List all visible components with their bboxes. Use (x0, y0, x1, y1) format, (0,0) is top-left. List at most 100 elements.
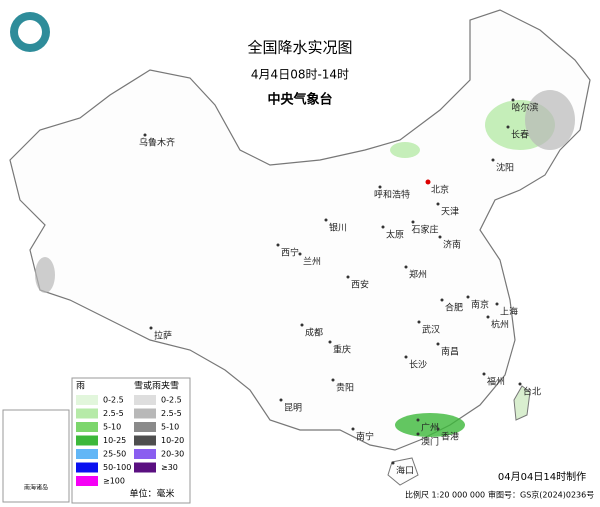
legend-label: 25-50 (103, 450, 126, 459)
city-label: 广州 (421, 422, 439, 434)
city-label: 石家庄 (411, 224, 438, 236)
legend-label: 50-100 (103, 463, 131, 472)
footer-scale: 比例尺 1:20 000 000 (405, 490, 485, 500)
city-label: 呼和浩特 (374, 189, 410, 201)
city-dot (411, 220, 415, 224)
city-label: 长沙 (409, 359, 427, 371)
city-dot (495, 302, 499, 306)
city-dot (416, 432, 420, 436)
legend-label: 10-25 (103, 436, 126, 445)
city-label: 海口 (396, 465, 414, 477)
legend-label: 2.5-5 (161, 409, 182, 418)
city-label: 哈尔滨 (511, 102, 538, 114)
country-outline (9, 9, 591, 451)
city-label: 西安 (351, 279, 369, 291)
city-label: 乌鲁木齐 (139, 137, 175, 149)
city-dot (331, 378, 335, 382)
legend-swatch (134, 408, 156, 419)
city-label: 郑州 (409, 269, 427, 281)
city-label: 济南 (443, 239, 461, 251)
legend-label: 0-2.5 (161, 396, 182, 405)
city-label: 成都 (305, 327, 323, 339)
city-label: 南宁 (356, 431, 374, 443)
city-label: 南京 (471, 299, 489, 311)
city-dot (491, 158, 495, 162)
city-dot (404, 265, 408, 269)
rain-area (395, 413, 465, 437)
legend-label: ≥30 (161, 463, 178, 472)
legend-label: 5-10 (161, 423, 179, 432)
city-dot (436, 202, 440, 206)
city-dot (425, 179, 431, 185)
snow-area (525, 90, 575, 150)
legend-swatch (76, 449, 98, 459)
city-dot (417, 320, 421, 324)
city-label: 合肥 (445, 302, 463, 314)
city-dot (486, 315, 490, 319)
city-label: 香港 (441, 431, 459, 443)
hainan (387, 457, 419, 486)
legend-swatch (134, 395, 156, 405)
legend-swatch (76, 476, 98, 486)
city-dot (328, 340, 332, 344)
header-title: 全国降水实况图 (247, 39, 352, 57)
city-dot (279, 398, 283, 402)
city-dot (276, 243, 280, 247)
city-dot (506, 125, 510, 129)
legend-swatch (134, 449, 156, 459)
legend-label: 20-30 (161, 450, 184, 459)
logo-inner (18, 20, 42, 44)
city-label: 拉萨 (154, 330, 172, 342)
city-label: 澳门 (421, 436, 439, 448)
rain-area (390, 142, 420, 158)
city-label: 沈阳 (496, 162, 514, 174)
city-dot (346, 275, 350, 279)
inset-box (2, 409, 70, 503)
legend-swatch (76, 435, 98, 446)
city-label: 西宁 (281, 247, 299, 259)
city-label: 上海 (500, 306, 518, 318)
legend-swatch (134, 462, 156, 473)
city-dot (416, 418, 420, 422)
city-dot (482, 372, 486, 376)
city-dot (436, 342, 440, 346)
city-label: 长春 (511, 129, 529, 141)
legend-title: 雪或雨夹雪 (134, 380, 179, 392)
city-dot (391, 461, 395, 465)
city-label: 太原 (386, 229, 404, 241)
legend-swatch (76, 395, 98, 405)
city-label: 贵阳 (336, 382, 354, 394)
city-label: 天津 (441, 207, 459, 218)
taiwan (513, 385, 531, 421)
legend-swatch (76, 408, 98, 419)
city-dot (351, 427, 355, 431)
city-dot (149, 326, 153, 330)
city-dot (381, 225, 385, 229)
legend-label: 0-2.5 (103, 396, 124, 405)
city-dot (436, 427, 440, 431)
header-agency: 中央气象台 (267, 92, 332, 108)
legend-label: 10-20 (161, 436, 184, 445)
city-label: 福州 (487, 376, 505, 388)
legend-label: 5-10 (103, 423, 121, 432)
legend-swatch (76, 462, 98, 473)
city-dot (300, 323, 304, 327)
legend-swatch (76, 422, 98, 432)
inset-title: 南海诸岛 (24, 484, 48, 492)
legend-title: 雨 (76, 381, 85, 392)
city-label: 银川 (329, 222, 347, 234)
city-dot (404, 355, 408, 359)
city-dot (438, 235, 442, 239)
snow-area (35, 257, 55, 293)
city-dot (466, 295, 470, 299)
city-label: 武汉 (422, 324, 440, 336)
legend-label: 2.5-5 (103, 409, 124, 418)
city-label: 杭州 (491, 319, 509, 331)
city-label: 北京 (431, 184, 449, 196)
city-label: 兰州 (303, 256, 321, 268)
city-dot (378, 185, 382, 189)
legend-swatch (134, 435, 156, 446)
city-label: 台北 (523, 386, 541, 398)
footer-made: 04月04日14时制作 (498, 470, 586, 483)
